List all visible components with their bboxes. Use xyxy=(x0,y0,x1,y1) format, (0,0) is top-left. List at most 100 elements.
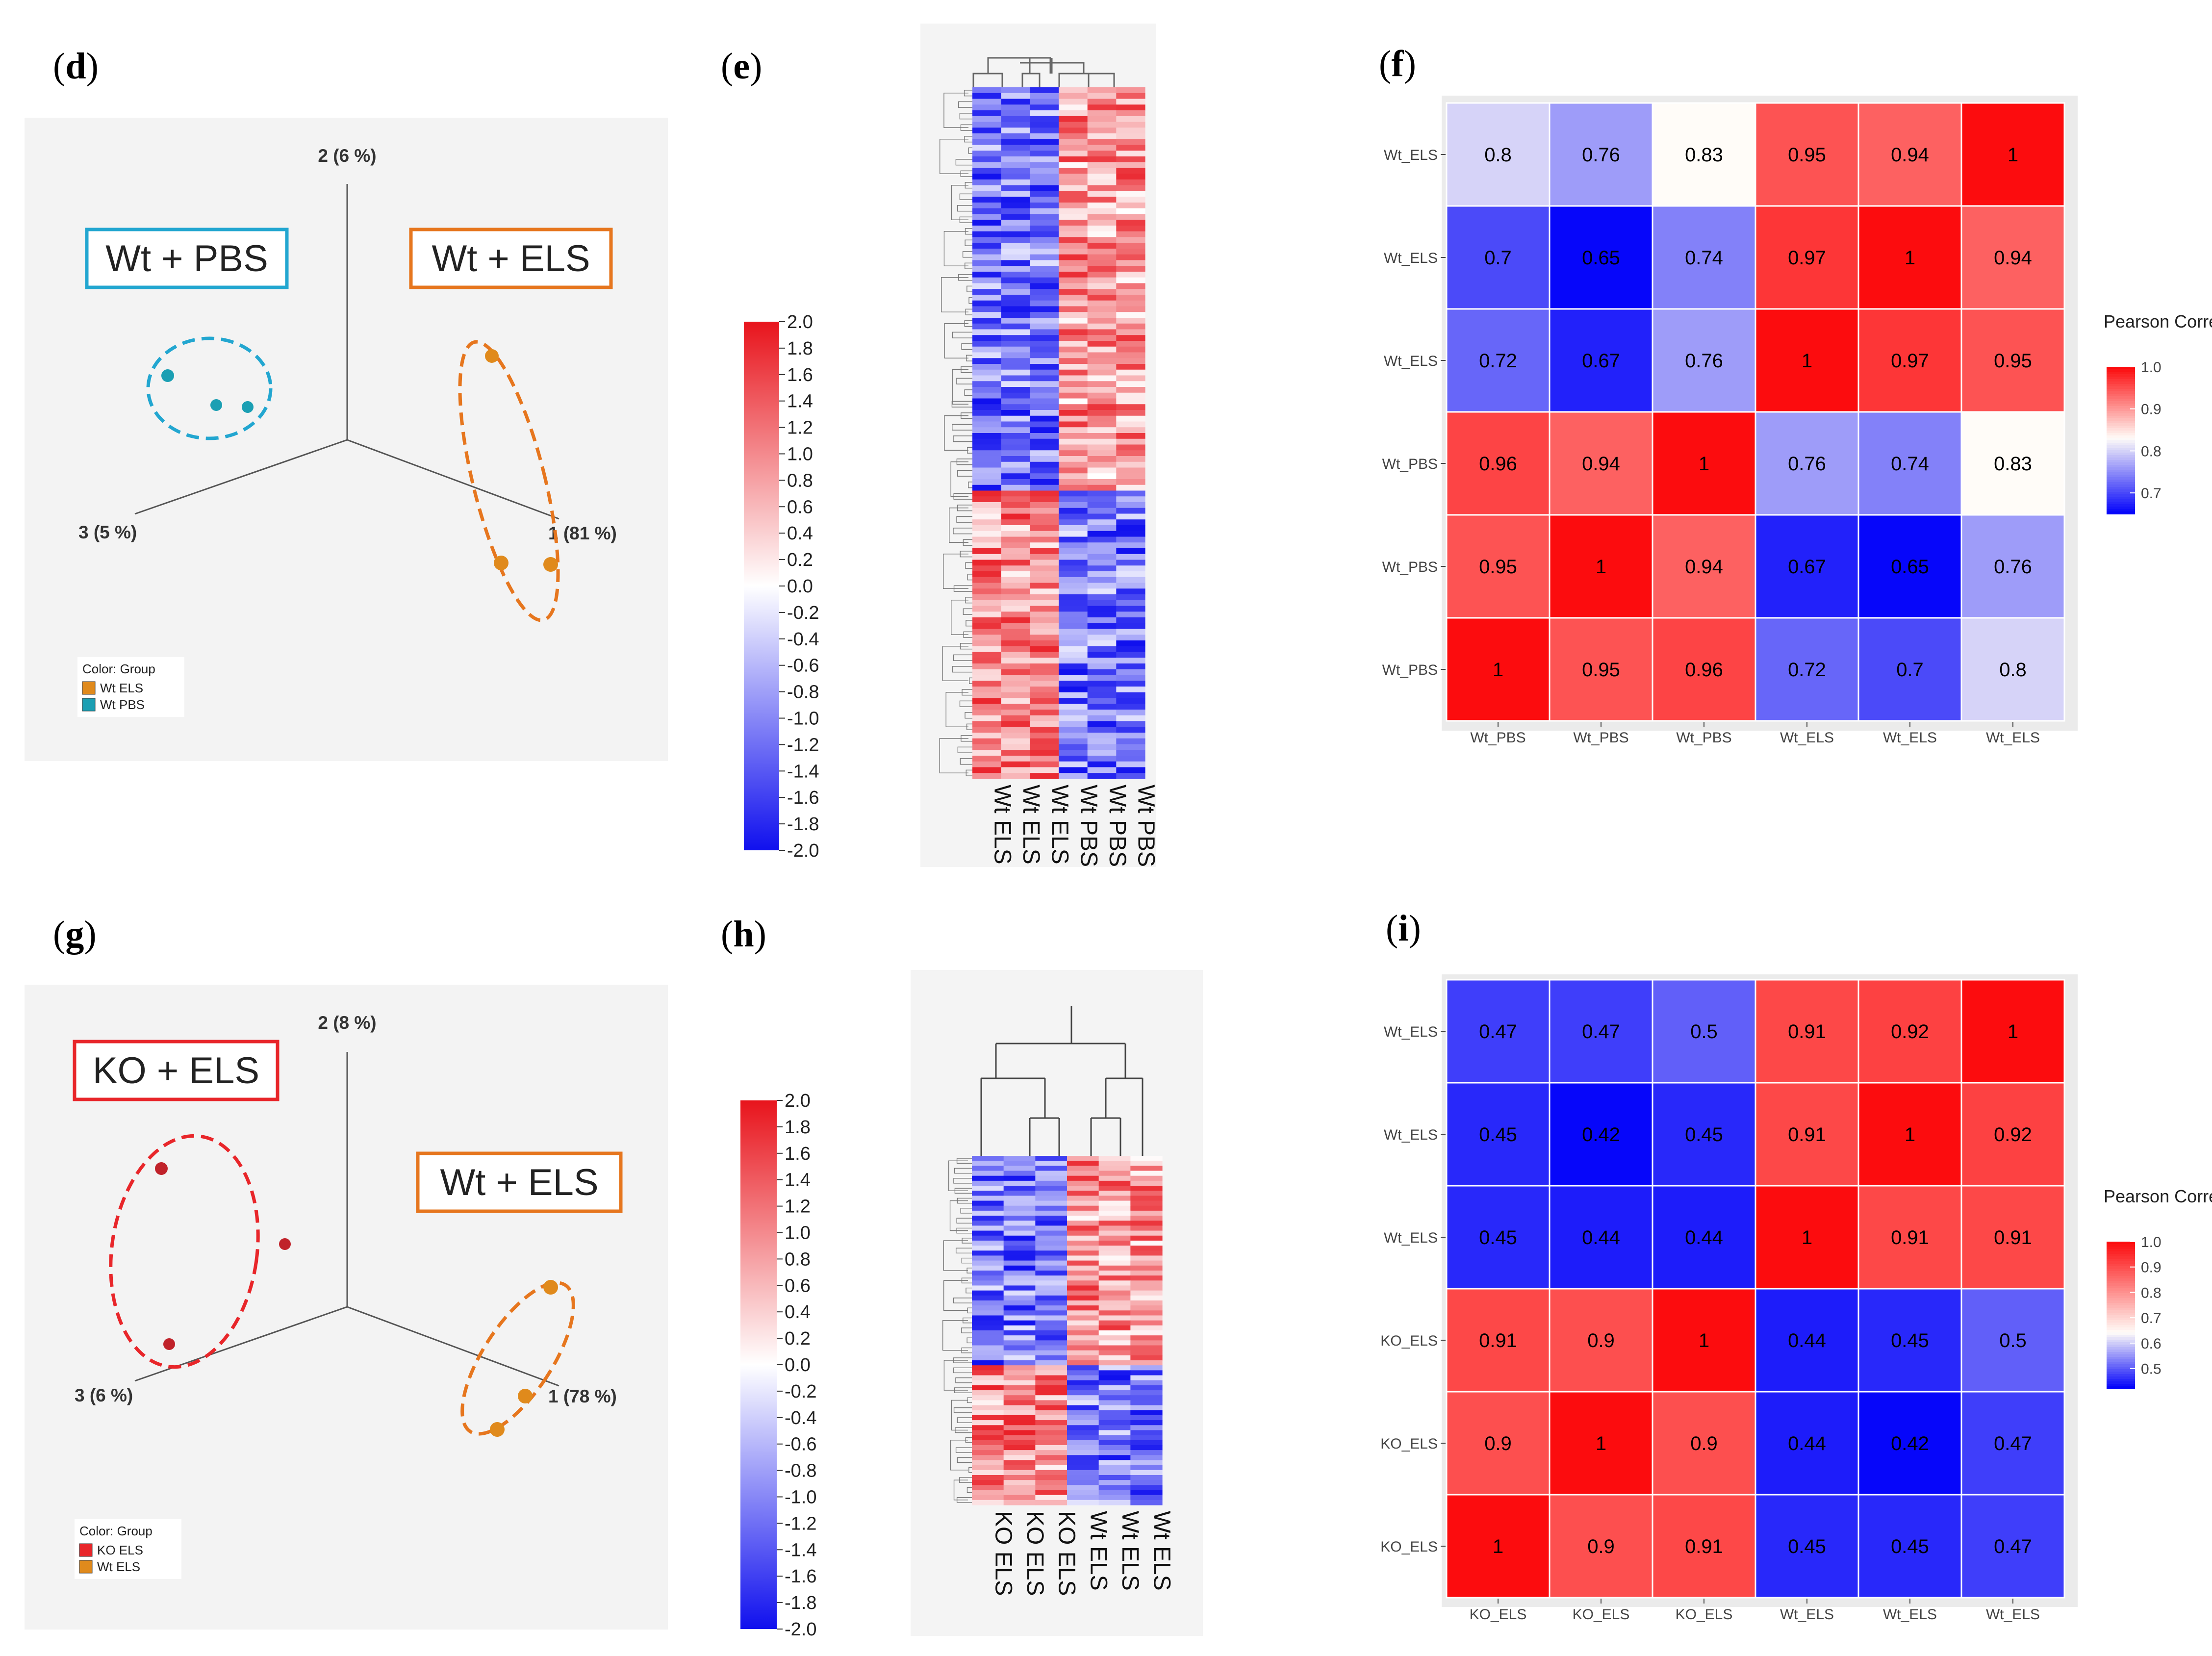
heatmap-cell xyxy=(1035,1440,1068,1446)
heatmap-cell xyxy=(1067,1280,1099,1286)
heatmap-cell xyxy=(972,1290,1004,1296)
heatmap-cell xyxy=(1001,145,1030,151)
pca-axis-3 xyxy=(134,439,348,515)
heatmap-cell xyxy=(972,519,1002,526)
heatmap-cell xyxy=(1003,1385,1036,1391)
heatmap-cell xyxy=(1067,1380,1099,1386)
heatmap-cell xyxy=(972,1340,1004,1346)
heatmap-cell xyxy=(972,669,1002,676)
heatmap-cell xyxy=(1003,1216,1036,1221)
point-ko-els xyxy=(163,1338,175,1350)
heatmap-cell xyxy=(1001,312,1030,318)
heatmap-cell xyxy=(1116,761,1145,768)
heatmap-cell xyxy=(1001,490,1030,497)
heatmap-cell xyxy=(1098,1490,1131,1496)
heatmap-cell xyxy=(1067,1191,1099,1196)
heatmap-cell xyxy=(1116,197,1145,203)
correlation-cell xyxy=(1446,1185,1551,1290)
heatmap-cell xyxy=(1003,1250,1036,1256)
heatmap-cell xyxy=(972,237,1002,243)
correlation-value: 0.5 xyxy=(1690,1021,1718,1043)
heatmap-cell xyxy=(972,1450,1004,1455)
legend-gradient-step xyxy=(2107,1313,2135,1316)
heatmap-cell xyxy=(1087,635,1117,641)
heatmap-cell xyxy=(1035,1460,1068,1466)
heatmap-cell xyxy=(1098,1315,1131,1321)
correlation-value: 1 xyxy=(1596,556,1606,578)
correlation-cell xyxy=(1549,1185,1653,1290)
heatmap-cell xyxy=(1098,1221,1131,1226)
heatmap-cell xyxy=(1035,1305,1068,1311)
heatmap-cell xyxy=(1001,185,1030,192)
heatmap-cell xyxy=(1003,1485,1036,1491)
heatmap-cell xyxy=(1001,525,1030,532)
correlation-value: 0.97 xyxy=(1788,247,1826,269)
heatmap-cell xyxy=(1003,1265,1036,1271)
legend-gradient-step xyxy=(2107,1320,2135,1323)
correlation-cell xyxy=(1960,514,2065,619)
heatmap-cell xyxy=(1030,99,1059,105)
heatmap-cell xyxy=(1130,1435,1163,1441)
heatmap-cell xyxy=(1130,1425,1163,1431)
heatmap-cell xyxy=(1098,1240,1131,1246)
heatmap-cell xyxy=(1003,1225,1036,1231)
heatmap-cell xyxy=(1001,640,1030,647)
heatmap-cell xyxy=(972,1500,1004,1505)
group-box-wt-pbs xyxy=(85,228,289,289)
heatmap-cell xyxy=(1087,145,1117,151)
heatmap-cell xyxy=(972,438,1002,445)
heatmap-cell xyxy=(1130,1430,1163,1436)
legend-gradient-step xyxy=(2107,1281,2135,1284)
correlation-cell xyxy=(1960,1185,2065,1290)
heatmap-cell xyxy=(1059,438,1088,445)
heatmap-cell xyxy=(1059,104,1088,111)
heatmap-cell xyxy=(1067,1205,1099,1211)
heatmap-cell xyxy=(1035,1200,1068,1206)
scale-tick-label: -1.4 xyxy=(787,761,819,782)
heatmap-cell xyxy=(1030,352,1059,358)
heatmap-cell xyxy=(1087,513,1117,520)
heatmap-cell xyxy=(1030,635,1059,641)
heatmap-cell xyxy=(1067,1340,1099,1346)
heatmap-cell xyxy=(1030,398,1059,405)
heatmap-cell xyxy=(1067,1196,1099,1201)
heatmap-cell xyxy=(1030,444,1059,451)
heatmap-cell xyxy=(1067,1210,1099,1216)
heatmap-cell xyxy=(1059,214,1088,220)
row-label: Wt_PBS xyxy=(1382,662,1438,678)
heatmap-cell xyxy=(1116,496,1145,503)
legend-gradient-step xyxy=(2107,1384,2135,1387)
legend-gradient-step xyxy=(2107,433,2135,436)
heatmap-cell xyxy=(972,1415,1004,1421)
heatmap-cell xyxy=(1130,1490,1163,1496)
heatmap-cell xyxy=(1001,744,1030,750)
heatmap-cell xyxy=(1003,1490,1036,1496)
scale-tick-label: -0.4 xyxy=(785,1408,816,1428)
heatmap-cell xyxy=(1116,156,1145,163)
heatmap-cell xyxy=(1087,295,1117,301)
point-wt-els xyxy=(494,556,509,570)
heatmap-cell xyxy=(1059,733,1088,739)
heatmap-cell xyxy=(1087,387,1117,393)
heatmap-cell xyxy=(1067,1420,1099,1426)
panel-label-g: (g) xyxy=(53,914,97,955)
heatmap-cell xyxy=(1067,1475,1099,1480)
heatmap-cell xyxy=(1087,266,1117,272)
heatmap-cell xyxy=(972,1485,1004,1491)
column-label: Wt_ELS xyxy=(1883,730,1937,746)
heatmap-cell xyxy=(1030,93,1059,100)
heatmap-cell xyxy=(972,1246,1004,1251)
heatmap-cell xyxy=(1116,473,1145,480)
heatmap-cell xyxy=(1087,283,1117,289)
correlation-value: 0.91 xyxy=(1788,1021,1826,1043)
heatmap-cell xyxy=(1003,1255,1036,1261)
heatmap-cell xyxy=(1030,456,1059,462)
heatmap-cell xyxy=(1035,1330,1068,1336)
heatmap-cell xyxy=(972,744,1002,750)
heatmap-cell xyxy=(1059,617,1088,624)
heatmap-cell xyxy=(1059,341,1088,347)
heatmap-cell xyxy=(1030,312,1059,318)
heatmap-cell xyxy=(1059,444,1088,451)
heatmap-cell xyxy=(1116,295,1145,301)
heatmap-cell xyxy=(1030,571,1059,578)
